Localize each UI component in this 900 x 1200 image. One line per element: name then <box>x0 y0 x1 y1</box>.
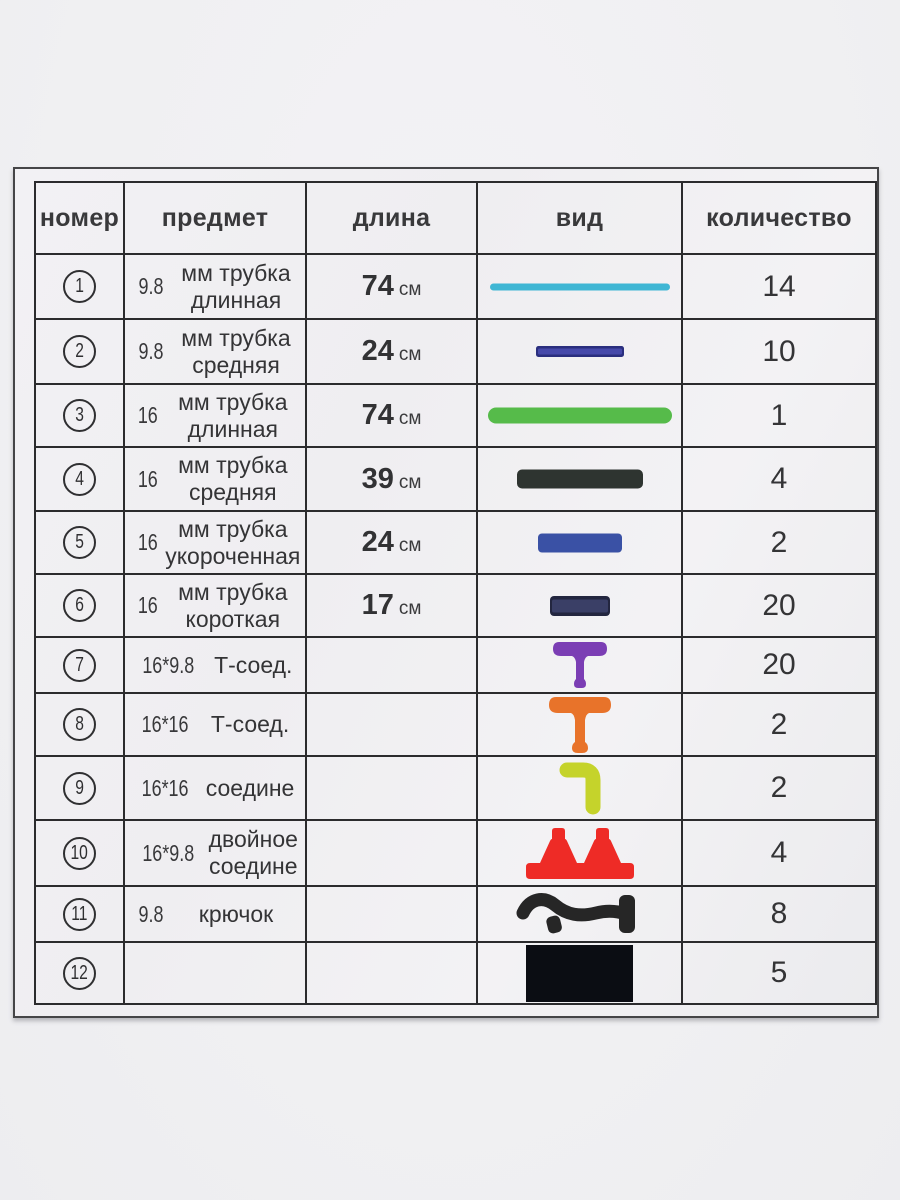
item-name: мм трубка <box>178 578 288 605</box>
row-number-badge: 8 <box>63 708 96 741</box>
row-number-badge: 10 <box>63 836 96 870</box>
length-unit: см <box>398 344 422 365</box>
cyan-long-tube-icon <box>489 283 670 290</box>
item-name-2: короткая <box>185 605 281 632</box>
blue-medium-tube-icon <box>535 346 624 357</box>
length-unit: см <box>398 408 422 429</box>
table-row: 2 9.8 мм трубка средняя 24 см 10 <box>34 318 877 385</box>
lime-elbow-connector-icon <box>559 762 600 815</box>
black-hook-icon <box>516 893 635 934</box>
length-value: 74 <box>361 270 394 302</box>
blue-short-tube-icon <box>537 533 622 552</box>
parts-table: номер предмет длина вид количество 1 9.8… <box>34 181 877 1005</box>
table-row: 10 16*9.8 двойное соедине 4 <box>34 819 877 887</box>
header-item: предмет <box>123 181 307 255</box>
item-size-prefix: 9.8 <box>138 338 164 364</box>
item-name: мм трубка <box>181 324 291 351</box>
item-name: Т-соед. <box>210 711 290 738</box>
row-number-badge: 12 <box>63 956 96 990</box>
quantity-value: 10 <box>762 334 796 368</box>
item-name: мм трубка <box>178 388 288 415</box>
quantity-value: 20 <box>762 588 796 622</box>
row-number-badge: 2 <box>63 335 96 368</box>
item-name: мм трубка <box>178 515 288 542</box>
row-number-badge: 1 <box>63 270 96 303</box>
item-size-prefix: 16 <box>137 465 158 492</box>
table-row: 5 16 мм трубка укороченная 24 см 2 <box>34 510 877 575</box>
table-row: 11 9.8 крючок 8 <box>34 885 877 943</box>
item-size-prefix: 9.8 <box>138 273 164 299</box>
item-size-prefix: 16*9.8 <box>142 651 195 678</box>
length-value: 74 <box>361 399 394 431</box>
item-name: мм трубка <box>181 259 291 286</box>
length-value: 17 <box>361 589 394 621</box>
item-name-2: средняя <box>188 479 277 505</box>
length-value: 24 <box>361 335 394 367</box>
row-number-badge: 6 <box>63 589 96 622</box>
quantity-value: 2 <box>770 525 788 559</box>
item-size-prefix: 16*9.8 <box>142 839 195 866</box>
quantity-value: 5 <box>770 956 788 989</box>
item-name-2: длинная <box>190 286 282 313</box>
item-name: мм трубка <box>178 452 288 479</box>
row-number-badge: 5 <box>63 526 96 559</box>
header-row: номер предмет длина вид количество <box>34 181 877 255</box>
item-size-prefix: 16 <box>137 592 158 618</box>
item-name: Т-соед. <box>214 651 293 678</box>
item-size-prefix: 16 <box>137 529 158 555</box>
table-row: 7 16*9.8 Т-соед. 20 <box>34 636 877 694</box>
quantity-value: 14 <box>762 269 796 303</box>
table-row: 9 16*16 соедине 2 <box>34 755 877 821</box>
item-size-prefix: 16*16 <box>141 774 189 801</box>
printed-parts-sheet: номер предмет длина вид количество 1 9.8… <box>13 167 879 1018</box>
row-number-badge: 4 <box>63 462 96 496</box>
orange-t-connector-icon <box>548 696 611 753</box>
row-number-badge: 11 <box>63 897 96 931</box>
quantity-value: 4 <box>770 462 788 495</box>
table-row: 3 16 мм трубка длинная 74 см 1 <box>34 383 877 448</box>
header-view: вид <box>476 181 683 255</box>
length-unit: см <box>398 471 422 493</box>
header-length: длина <box>305 181 478 255</box>
length-value: 24 <box>361 526 394 558</box>
purple-t-connector-icon <box>552 642 607 688</box>
quantity-value: 4 <box>770 836 788 869</box>
item-size-prefix: 16 <box>137 402 158 428</box>
header-number: номер <box>34 181 125 255</box>
table-row: 6 16 мм трубка короткая 17 см 20 <box>34 573 877 638</box>
quantity-value: 2 <box>770 771 788 804</box>
header-quantity: количество <box>681 181 877 255</box>
table-row: 4 16 мм трубка средняя 39 см 4 <box>34 446 877 512</box>
black-block-icon <box>526 944 633 1002</box>
navy-short-tube-icon <box>549 595 610 616</box>
dark-medium-tube-icon <box>516 469 643 489</box>
quantity-value: 1 <box>770 398 788 432</box>
length-unit: см <box>398 598 422 619</box>
item-name: соедине <box>205 774 295 801</box>
table-row: 12 5 <box>34 941 877 1005</box>
length-unit: см <box>398 535 422 556</box>
item-name: двойное <box>208 826 298 853</box>
length-unit: см <box>398 279 422 300</box>
row-number-badge: 9 <box>63 771 96 805</box>
table-row: 1 9.8 мм трубка длинная 74 см 14 <box>34 253 877 320</box>
item-size-prefix: 9.8 <box>138 900 164 927</box>
row-number-badge: 3 <box>63 399 96 432</box>
row-number-badge: 7 <box>63 648 96 682</box>
quantity-value: 2 <box>770 707 788 741</box>
item-name-2: средняя <box>192 351 280 378</box>
table-row: 8 16*16 Т-соед. 2 <box>34 692 877 757</box>
item-size-prefix: 16*16 <box>141 711 189 737</box>
item-name-2: укороченная <box>165 542 301 569</box>
quantity-value: 8 <box>770 897 788 930</box>
red-double-connector-icon <box>525 827 634 879</box>
green-long-tube-icon <box>487 407 672 424</box>
item-name: крючок <box>198 900 274 927</box>
length-value: 39 <box>361 462 394 495</box>
item-name-2: соедине <box>208 853 298 879</box>
quantity-value: 20 <box>762 648 796 681</box>
item-name-2: длинная <box>187 415 278 442</box>
